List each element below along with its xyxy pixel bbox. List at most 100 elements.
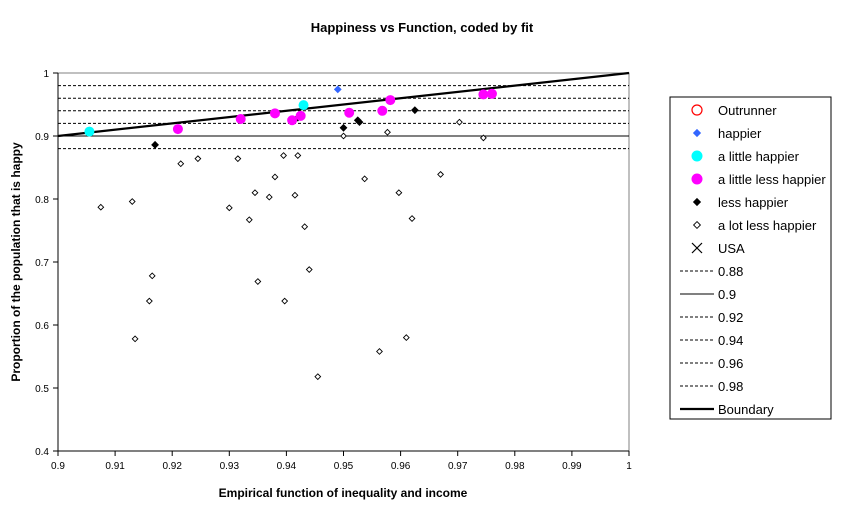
legend-label: a little less happier	[718, 172, 826, 187]
legend-item-a-lot-less-happier: a lot less happier	[692, 218, 817, 233]
point-a-lot-less-happier	[177, 160, 185, 168]
x-tick-label: 0.97	[448, 461, 468, 472]
legend-label: a lot less happier	[718, 218, 817, 233]
point-a-little-less-happier	[269, 108, 280, 119]
legend-symbol	[692, 197, 702, 207]
legend-item-a-little-happier: a little happier	[691, 149, 800, 164]
legend-label: Outrunner	[718, 103, 777, 118]
point-a-lot-less-happier	[294, 152, 302, 159]
legend-box	[669, 96, 832, 420]
x-tick-label: 0.95	[334, 461, 354, 472]
legend-symbol	[692, 220, 702, 230]
legend-item-outrunner: Outrunner	[691, 103, 777, 118]
point-a-lot-less-happier	[234, 155, 242, 163]
point-a-little-less-happier	[344, 107, 355, 118]
point-a-little-happier	[84, 126, 95, 137]
point-a-lot-less-happier	[395, 189, 403, 197]
point-a-little-less-happier	[287, 115, 298, 126]
point-a-little-less-happier	[377, 105, 388, 116]
legend-symbol	[691, 242, 703, 254]
point-a-lot-less-happier	[281, 297, 289, 305]
legend-label: 0.98	[718, 379, 743, 394]
point-a-lot-less-happier	[225, 204, 233, 212]
legend-label: 0.88	[718, 264, 743, 279]
point-a-lot-less-happier	[131, 335, 139, 343]
point-a-lot-less-happier	[437, 170, 445, 178]
point-a-lot-less-happier	[408, 215, 416, 222]
boundary-line-group	[57, 71, 630, 138]
point-a-lot-less-happier	[376, 348, 383, 355]
point-a-lot-less-happier	[97, 203, 105, 211]
point-a-lot-less-happier	[251, 189, 259, 197]
legend-item-less-happier: less happier	[692, 195, 789, 210]
x-tick-label: 0.96	[391, 461, 411, 472]
y-tick-label: 0.7	[35, 258, 49, 269]
x-tick-label: 0.92	[162, 461, 182, 472]
legend-symbol	[692, 128, 702, 138]
legend-item-0-88: 0.88	[680, 264, 743, 279]
x-tick-label: 0.94	[277, 461, 297, 472]
y-axis-title: Proportion of the population that is hap…	[9, 142, 23, 382]
point-a-lot-less-happier	[194, 155, 202, 163]
point-a-little-less-happier	[486, 88, 497, 99]
y-tick-label: 0.5	[35, 384, 49, 395]
legend-item-0-92: 0.92	[680, 310, 743, 325]
x-tick-label: 1	[626, 461, 632, 472]
legend-symbol	[691, 173, 703, 185]
point-a-lot-less-happier	[128, 198, 136, 205]
legend-label: happier	[718, 126, 762, 141]
x-tick-label: 0.99	[562, 461, 582, 472]
x-axis-ticks: 0.9 0.91 0.92 0.93 0.94 0.95 0.96 0.97 0.98 0.99 1	[51, 451, 632, 472]
point-less-happier	[353, 116, 362, 125]
x-tick-label: 0.93	[220, 461, 240, 472]
point-a-little-less-happier	[235, 113, 246, 124]
x-tick-label: 0.98	[505, 461, 525, 472]
point-a-lot-less-happier	[340, 132, 347, 140]
legend-item-0-9: 0.9	[680, 287, 736, 302]
data-points	[84, 85, 497, 381]
legend-label: Boundary	[718, 402, 774, 417]
legend-label: 0.96	[718, 356, 743, 371]
point-a-little-happier	[298, 100, 309, 111]
point-a-lot-less-happier	[314, 373, 322, 381]
point-a-lot-less-happier	[479, 134, 487, 142]
legend-item-0-98: 0.98	[680, 379, 743, 394]
point-a-lot-less-happier	[254, 278, 262, 285]
legend-label: 0.9	[718, 287, 736, 302]
point-a-little-less-happier	[295, 110, 306, 121]
legend-label: 0.92	[718, 310, 743, 325]
legend-item-boundary: Boundary	[680, 402, 774, 417]
point-a-lot-less-happier	[301, 223, 309, 231]
legend: Outrunner happier a little happier a little…	[669, 96, 832, 420]
y-tick-label: 0.4	[35, 447, 49, 458]
point-less-happier	[151, 140, 159, 149]
point-a-lot-less-happier	[148, 272, 156, 280]
boundary-line	[57, 71, 630, 138]
point-less-happier	[339, 123, 348, 132]
legend-symbol	[691, 104, 703, 116]
legend-item-happier: happier	[692, 126, 762, 141]
y-tick-label: 0.8	[35, 195, 49, 206]
point-happier	[333, 85, 342, 94]
x-tick-label: 0.91	[105, 461, 125, 472]
point-a-lot-less-happier	[145, 297, 153, 305]
point-less-happier	[410, 106, 419, 115]
point-a-lot-less-happier	[245, 216, 253, 224]
chart-title: Happiness vs Function, coded by fit	[311, 20, 534, 35]
point-a-lot-less-happier	[271, 173, 279, 181]
point-a-little-less-happier	[385, 95, 396, 106]
legend-label: USA	[718, 241, 745, 256]
legend-item-usa: USA	[691, 241, 745, 256]
legend-label: a little happier	[718, 149, 800, 164]
point-a-lot-less-happier	[280, 152, 287, 159]
point-a-lot-less-happier	[291, 191, 299, 199]
legend-item-0-94: 0.94	[680, 333, 743, 348]
legend-item-0-96: 0.96	[680, 356, 743, 371]
point-a-lot-less-happier	[305, 266, 313, 273]
y-tick-label: 0.9	[35, 132, 49, 143]
y-tick-label: 0.6	[35, 321, 49, 332]
reference-lines	[58, 85, 629, 150]
point-a-little-less-happier	[478, 89, 489, 100]
